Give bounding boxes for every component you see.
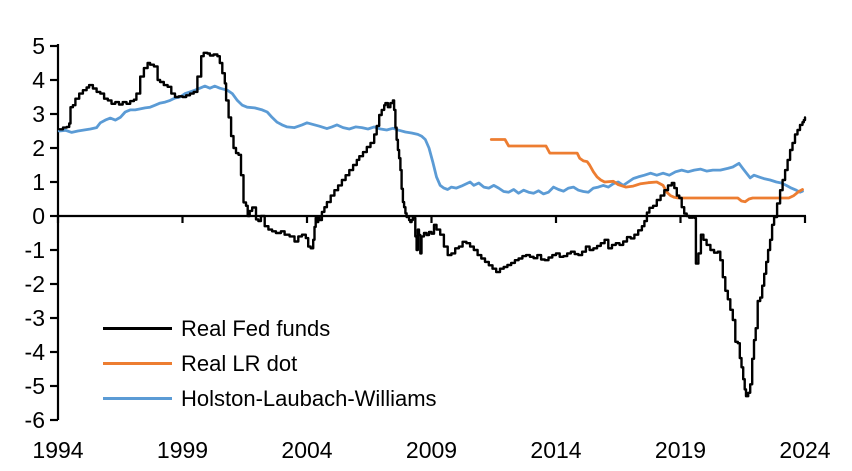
y-tick-label: 0 bbox=[32, 203, 45, 229]
legend-label: Real LR dot bbox=[181, 350, 298, 376]
legend-item-holston-laubach-williams: Holston-Laubach-Williams bbox=[103, 381, 437, 416]
y-tick-label: 3 bbox=[32, 101, 45, 127]
y-tick-label: -5 bbox=[25, 373, 45, 399]
legend-label: Holston-Laubach-Williams bbox=[181, 385, 437, 411]
series-line-real-fed-funds bbox=[58, 51, 807, 398]
legend-swatch-holston-laubach-williams-line bbox=[103, 397, 172, 400]
legend: Real Fed funds Real LR dot Holston-Lauba… bbox=[103, 311, 437, 416]
series-line-holston-laubach-williams bbox=[57, 84, 804, 196]
legend-label: Real Fed funds bbox=[181, 315, 331, 341]
y-tick-label: 2 bbox=[32, 135, 45, 161]
y-tick-label: -2 bbox=[25, 271, 45, 297]
y-tick-label: 1 bbox=[32, 169, 45, 195]
x-tick-label: 2019 bbox=[655, 437, 706, 463]
y-tick-label: -3 bbox=[25, 305, 45, 331]
y-tick-label: 4 bbox=[32, 67, 45, 93]
legend-item-real-fed-funds: Real Fed funds bbox=[103, 311, 437, 346]
y-tick-label: 5 bbox=[32, 33, 45, 59]
legend-item-real-lr-dot: Real LR dot bbox=[103, 346, 437, 381]
y-tick-label: -1 bbox=[25, 237, 45, 263]
x-tick-label: 1994 bbox=[32, 437, 83, 463]
x-tick-label: 1999 bbox=[157, 437, 208, 463]
x-tick-label: 2004 bbox=[281, 437, 332, 463]
x-tick-label: 2009 bbox=[406, 437, 457, 463]
legend-swatch-real-lr-dot-line bbox=[103, 362, 172, 365]
legend-swatch-real-fed-funds-line bbox=[103, 327, 172, 330]
series-line-real-lr-dot bbox=[489, 138, 804, 204]
x-tick-label: 2024 bbox=[779, 437, 830, 463]
y-tick-label: -4 bbox=[25, 339, 46, 365]
y-tick-label: -6 bbox=[25, 407, 45, 433]
x-tick-label: 2014 bbox=[530, 437, 581, 463]
